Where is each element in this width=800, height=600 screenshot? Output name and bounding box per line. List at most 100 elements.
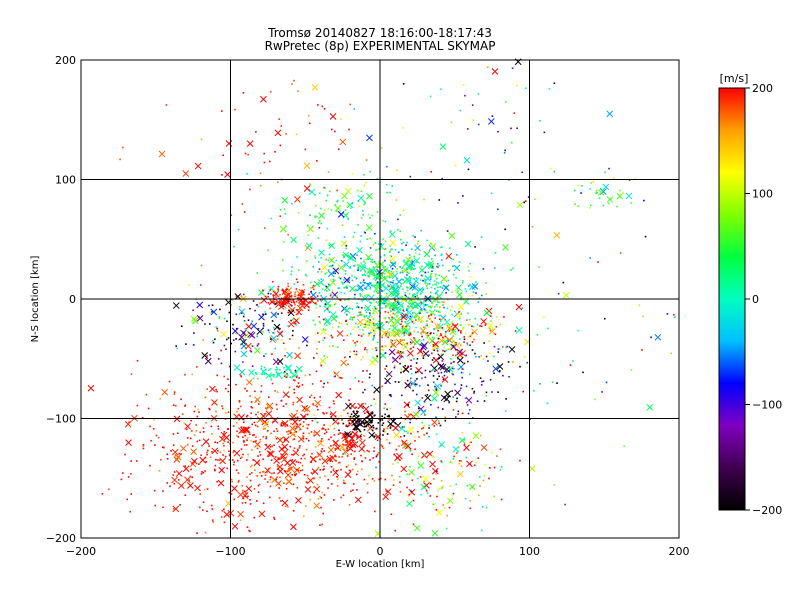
data-point-x	[190, 457, 198, 465]
data-point-dot	[443, 279, 446, 281]
data-point-dot	[268, 160, 271, 163]
data-point-dot	[380, 444, 383, 446]
data-point-dot	[437, 372, 440, 374]
data-point-dot	[331, 289, 334, 292]
data-point-x	[124, 420, 132, 428]
data-point-x	[301, 336, 309, 343]
data-point-dot	[399, 362, 401, 365]
data-point-dot	[282, 405, 285, 408]
data-point-dot	[267, 295, 269, 298]
data-point-dot	[437, 489, 439, 492]
data-point-dot	[489, 467, 491, 469]
data-point-x	[219, 457, 226, 465]
data-point-dot	[452, 458, 455, 460]
data-point-dot	[432, 343, 435, 346]
data-point-dot	[393, 324, 395, 327]
data-point-x	[453, 264, 461, 272]
data-point-dot	[387, 336, 390, 339]
data-point-dot	[345, 466, 348, 468]
data-point-dot	[334, 302, 337, 304]
data-point-dot	[340, 377, 343, 379]
data-point-dot	[231, 480, 233, 483]
data-point-dot	[249, 499, 251, 501]
data-point-dot	[451, 321, 453, 324]
data-point-dot	[362, 355, 364, 358]
data-point-dot	[323, 337, 326, 339]
data-point-dot	[323, 424, 325, 426]
data-point-dot	[269, 445, 272, 448]
data-point-x	[256, 416, 264, 423]
data-point-dot	[316, 160, 318, 162]
data-point-dot	[367, 271, 370, 273]
data-point-dot	[327, 283, 330, 286]
data-point-dot	[376, 277, 378, 280]
data-point-dot	[471, 294, 474, 297]
data-point-dot	[516, 84, 518, 87]
data-point-x	[158, 150, 166, 158]
data-point-dot	[250, 406, 253, 408]
data-point-dot	[231, 298, 234, 301]
data-point-x	[365, 253, 372, 261]
data-point-dot	[439, 88, 442, 90]
data-point-dot	[354, 450, 356, 453]
data-point-dot	[376, 281, 379, 283]
data-point-dot	[170, 449, 172, 452]
data-point-dot	[251, 423, 254, 426]
data-point-dot	[451, 291, 453, 294]
data-point-dot	[407, 365, 409, 368]
data-point-dot	[199, 431, 201, 434]
data-point-dot	[295, 431, 298, 433]
data-point-dot	[345, 425, 347, 427]
data-point-dot	[268, 396, 270, 399]
data-point-dot	[346, 323, 349, 326]
data-point-x	[284, 471, 292, 479]
data-point-dot	[246, 390, 248, 392]
data-point-dot	[290, 357, 293, 360]
data-point-x	[386, 271, 394, 279]
data-point-dot	[375, 455, 378, 458]
data-point-dot	[258, 483, 261, 486]
data-point-dot	[261, 471, 264, 473]
data-point-dot	[237, 435, 240, 438]
data-point-dot	[426, 303, 429, 306]
data-point-dot	[274, 303, 277, 305]
data-point-dot	[436, 470, 438, 473]
data-point-dot	[280, 425, 283, 427]
data-point-dot	[386, 269, 388, 271]
data-point-dot	[388, 442, 391, 444]
data-point-dot	[380, 348, 382, 351]
data-point-dot	[263, 152, 266, 155]
data-point-dot	[267, 302, 270, 304]
data-point-dot	[411, 295, 414, 297]
data-point-dot	[120, 478, 123, 481]
data-point-dot	[435, 389, 438, 391]
data-point-dot	[442, 349, 444, 352]
data-point-dot	[221, 173, 223, 176]
data-point-dot	[385, 490, 387, 492]
data-point-dot	[462, 328, 464, 330]
data-point-dot	[451, 372, 453, 375]
data-point-dot	[375, 307, 377, 310]
data-point-dot	[455, 416, 457, 418]
data-point-x	[377, 243, 385, 250]
data-point-dot	[287, 506, 289, 508]
data-point-dot	[489, 378, 492, 381]
data-point-dot	[332, 400, 335, 402]
data-point-dot	[454, 324, 457, 327]
data-point-dot	[360, 313, 362, 316]
data-point-dot	[352, 489, 354, 491]
data-point-dot	[400, 417, 403, 419]
data-point-dot	[401, 426, 404, 428]
data-point-dot	[223, 317, 226, 320]
data-point-dot	[543, 316, 545, 318]
data-point-dot	[376, 270, 379, 273]
data-point-dot	[436, 265, 438, 268]
data-point-dot	[547, 327, 549, 330]
data-point-dot	[230, 493, 233, 495]
data-point-dot	[367, 258, 370, 261]
data-point-dot	[272, 299, 275, 302]
data-point-dot	[493, 355, 495, 358]
data-point-dot	[363, 184, 366, 187]
data-point-dot	[357, 268, 360, 271]
data-point-dot	[319, 495, 321, 498]
